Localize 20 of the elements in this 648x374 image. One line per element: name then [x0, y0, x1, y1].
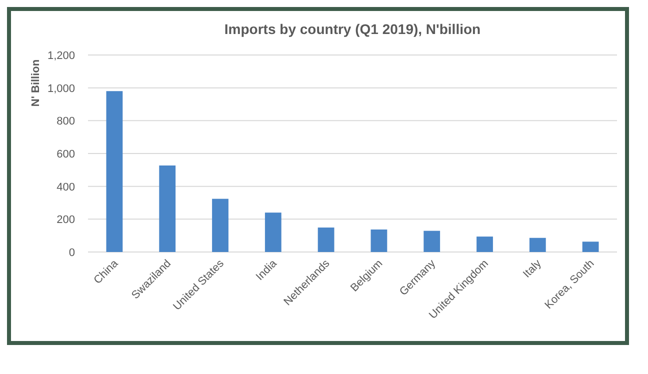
- bar: [318, 228, 334, 252]
- y-axis-title: N' Billion: [30, 59, 42, 107]
- y-tick-label: 800: [56, 116, 75, 128]
- bar: [529, 238, 546, 252]
- bar: [264, 212, 282, 252]
- y-tick-label: 200: [56, 214, 75, 226]
- y-tick-label: 1,200: [47, 50, 75, 62]
- y-tick-label: 600: [56, 148, 75, 160]
- bar: [370, 230, 388, 252]
- bar: [106, 91, 123, 252]
- chart-title: Imports by country (Q1 2019), N'billion: [224, 21, 481, 37]
- bar: [424, 230, 440, 252]
- bar: [582, 242, 599, 252]
- y-tick-label: 1,000: [47, 82, 75, 95]
- y-tick-label: 400: [56, 181, 75, 194]
- bar: [159, 165, 176, 252]
- bar: [476, 236, 493, 252]
- y-tick-label: 0: [68, 247, 75, 259]
- bar: [212, 198, 228, 252]
- x-tick-label: Italy: [521, 257, 544, 280]
